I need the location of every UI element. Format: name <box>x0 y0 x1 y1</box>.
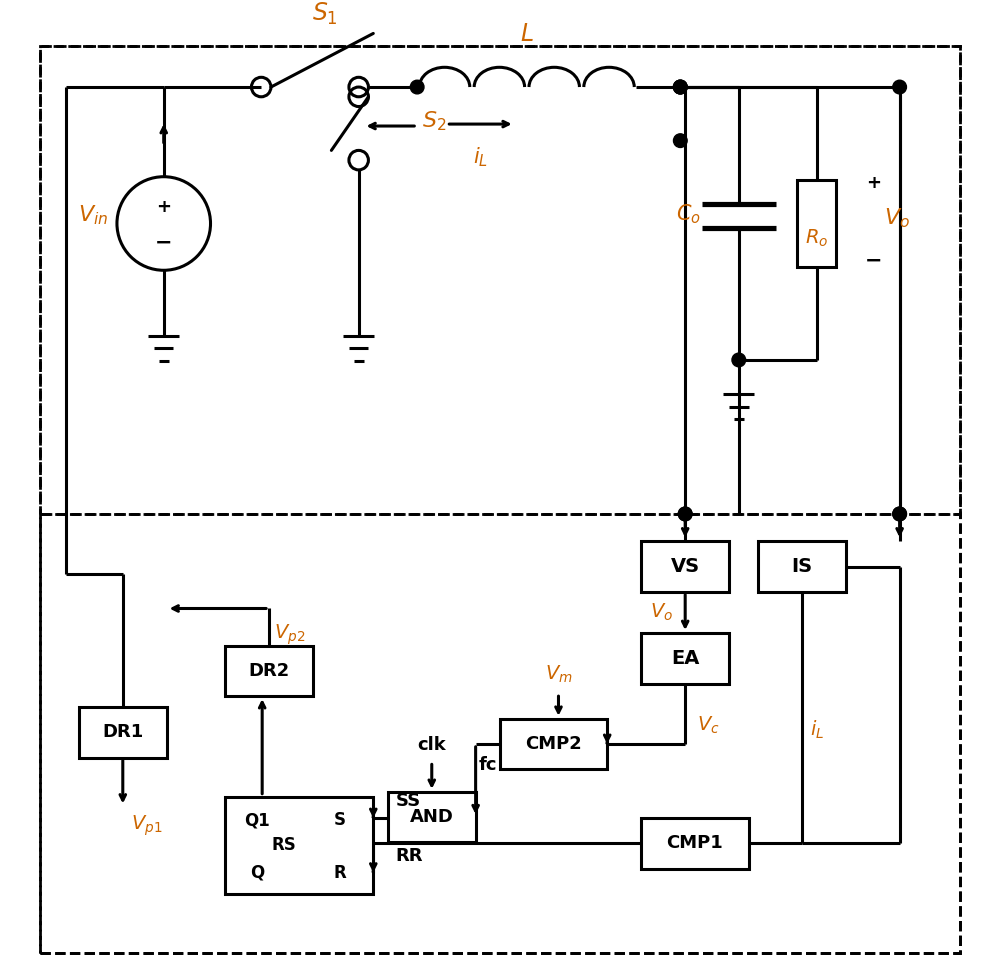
Circle shape <box>678 507 692 521</box>
Bar <box>797 179 836 267</box>
Text: EA: EA <box>671 649 699 668</box>
Text: CMP1: CMP1 <box>667 835 723 852</box>
Bar <box>758 542 846 592</box>
Bar <box>225 646 313 696</box>
Text: RR: RR <box>396 846 423 865</box>
Text: $i_L$: $i_L$ <box>473 145 488 169</box>
Circle shape <box>893 507 906 521</box>
Bar <box>79 707 167 758</box>
Text: DR1: DR1 <box>102 724 143 741</box>
Text: $V_{p1}$: $V_{p1}$ <box>131 813 162 838</box>
Text: Q1: Q1 <box>244 811 270 829</box>
Text: $S_2$: $S_2$ <box>422 109 446 133</box>
Text: DR2: DR2 <box>248 662 290 680</box>
Bar <box>388 792 476 843</box>
Circle shape <box>410 80 424 94</box>
Text: $S_1$: $S_1$ <box>312 0 337 26</box>
Bar <box>225 797 373 894</box>
Circle shape <box>673 80 687 94</box>
Circle shape <box>678 507 692 521</box>
Bar <box>641 633 729 684</box>
Text: $V_o$: $V_o$ <box>884 206 910 231</box>
Text: $L$: $L$ <box>520 22 534 46</box>
Text: SS: SS <box>396 792 421 810</box>
Circle shape <box>732 354 746 367</box>
Circle shape <box>893 507 906 521</box>
Text: +: + <box>866 173 881 192</box>
Text: $V_c$: $V_c$ <box>697 715 720 736</box>
Text: $V_o$: $V_o$ <box>650 602 673 623</box>
Text: RS: RS <box>271 837 296 854</box>
Text: AND: AND <box>410 808 454 826</box>
Text: CMP2: CMP2 <box>525 735 582 753</box>
Text: $V_{in}$: $V_{in}$ <box>78 204 109 228</box>
Text: −: − <box>865 250 882 271</box>
Text: +: + <box>156 198 171 216</box>
Text: fc: fc <box>479 756 497 773</box>
Text: $i_L$: $i_L$ <box>810 719 824 741</box>
Text: $V_{p2}$: $V_{p2}$ <box>274 622 305 647</box>
Bar <box>641 818 749 869</box>
Bar <box>641 542 729 592</box>
Text: IS: IS <box>792 557 813 576</box>
Text: −: − <box>155 233 172 253</box>
Text: $V_m$: $V_m$ <box>545 664 572 686</box>
Circle shape <box>893 80 906 94</box>
Text: VS: VS <box>671 557 700 576</box>
Text: S: S <box>334 811 346 829</box>
Text: $R_o$: $R_o$ <box>805 228 828 248</box>
Circle shape <box>673 80 687 94</box>
Circle shape <box>673 133 687 147</box>
Bar <box>500 719 607 769</box>
Circle shape <box>673 80 687 94</box>
Text: $C_o$: $C_o$ <box>676 202 701 226</box>
Text: Q: Q <box>250 864 264 881</box>
Text: clk: clk <box>417 735 446 754</box>
Text: R: R <box>334 864 347 881</box>
